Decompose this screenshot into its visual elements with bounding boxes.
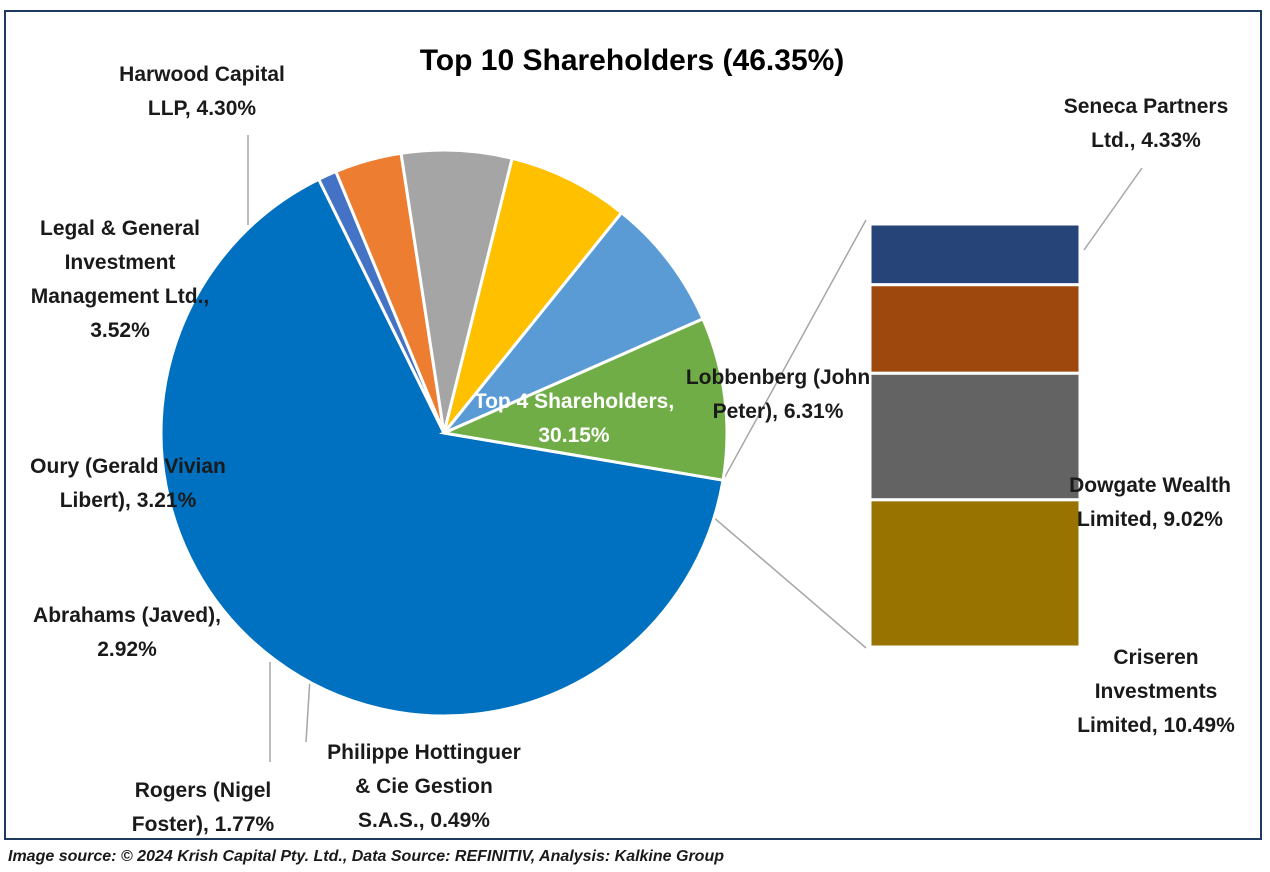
data-label-line: & Cie Gestion <box>355 775 493 798</box>
data-label-line: Top 4 Shareholders, <box>474 390 674 413</box>
data-label-line: Abrahams (Javed), <box>33 604 221 627</box>
data-label-top-4-shareholders: Top 4 Shareholders, 30.15% <box>474 390 674 447</box>
data-label-line: Philippe Hottinguer <box>327 741 521 764</box>
source-note: Image source: © 2024 Krish Capital Pty. … <box>8 848 724 865</box>
data-label-line: Seneca Partners <box>1064 95 1229 118</box>
data-label-line: Investment <box>65 251 176 274</box>
data-label-line: 2.92% <box>97 638 157 661</box>
data-label-line: 3.52% <box>90 319 150 342</box>
data-label-oury-gerald-vivian: Oury (Gerald Vivian Libert), 3.21% <box>30 455 226 512</box>
data-label-line: Oury (Gerald Vivian <box>30 455 226 478</box>
data-label-line: Harwood Capital <box>119 63 285 86</box>
pie-slice-legal-general <box>442 210 705 435</box>
data-label-philippe-hottinguer: Philippe Hottinguer & Cie Gestion S.A.S., … <box>327 741 521 832</box>
pie-slice-harwood-capital <box>438 316 729 482</box>
data-label-abrahams-javed: Abrahams (Javed), 2.92% <box>33 604 221 661</box>
data-label-line: Peter), 6.31% <box>713 400 844 423</box>
pie-slice-top-4-shareholders <box>159 177 725 718</box>
data-label-line: Investments <box>1095 680 1218 703</box>
data-label-line: Lobbenberg (John <box>686 366 870 389</box>
data-label-line: Management Ltd., <box>31 285 210 308</box>
chart-title: Top 10 Shareholders (46.35%) <box>420 44 845 77</box>
bar-segment-lobbenberg-john <box>868 283 1082 375</box>
data-label-line: Criseren <box>1113 646 1198 669</box>
bar-segment-dowgate-wealth <box>868 371 1082 502</box>
data-label-rogers-nigel: Rogers (Nigel Foster), 1.77% <box>132 779 275 836</box>
data-label-seneca-partners: Seneca Partners Ltd., 4.33% <box>1064 95 1229 152</box>
data-label-line: Ltd., 4.33% <box>1091 129 1201 152</box>
pie-slice-oury-gerald-vivian <box>442 156 624 434</box>
data-label-line: Foster), 1.77% <box>132 813 275 836</box>
data-label-line: Limited, 10.49% <box>1077 714 1235 737</box>
bar-segment-seneca-partners <box>868 222 1082 287</box>
data-label-line: Dowgate Wealth <box>1069 474 1231 497</box>
data-label-harwood-capital: Harwood Capital LLP, 4.30% <box>119 63 285 120</box>
data-label-lobbenberg-john: Lobbenberg (John Peter), 6.31% <box>686 366 870 423</box>
data-label-line: 30.15% <box>538 424 610 447</box>
pie <box>159 148 729 718</box>
data-label-line: LLP, 4.30% <box>148 97 256 120</box>
data-label-line: Libert), 3.21% <box>60 489 197 512</box>
data-label-line: Limited, 9.02% <box>1077 508 1223 531</box>
data-label-line: S.A.S., 0.49% <box>358 809 490 832</box>
data-label-line: Rogers (Nigel <box>135 779 272 802</box>
data-label-line: Legal & General <box>40 217 200 240</box>
data-label-criseren: Criseren Investments Limited, 10.49% <box>1077 646 1235 737</box>
leader-line <box>305 677 311 743</box>
data-labels: Top 4 Shareholders, 30.15% Philippe Hottin… <box>30 63 1235 836</box>
data-label-dowgate-wealth: Dowgate Wealth Limited, 9.02% <box>1069 474 1231 531</box>
leader-line <box>1083 167 1143 251</box>
breakdown-bar <box>868 222 1082 649</box>
connector-top <box>722 219 867 481</box>
bar-segment-criseren <box>868 498 1082 649</box>
data-label-legal-general: Legal & General Investment Management Ltd.… <box>31 217 210 342</box>
